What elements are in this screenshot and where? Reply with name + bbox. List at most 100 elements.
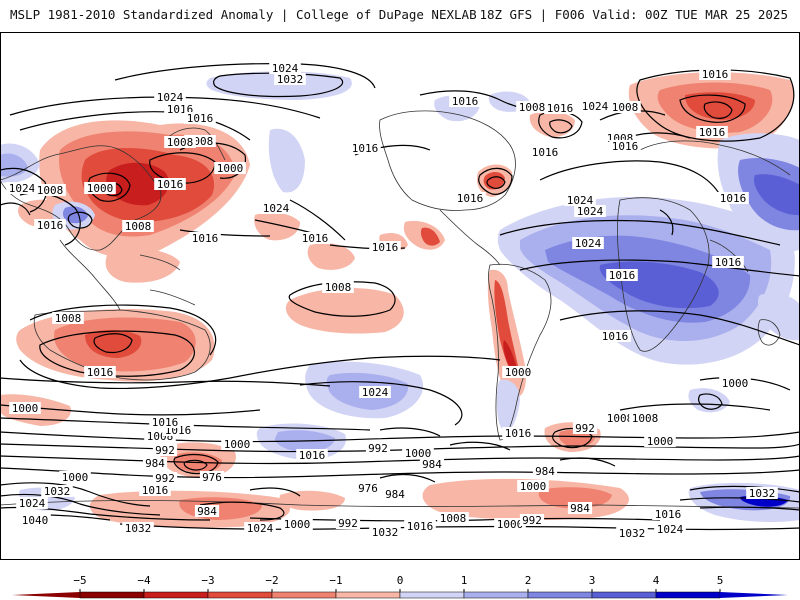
isobar-label-bg [606, 269, 638, 281]
isobar-label-bg [199, 471, 225, 483]
colorbar-extend-low [12, 592, 80, 598]
isobar-label-bg [599, 330, 631, 342]
isobar-label: 1016 [602, 330, 629, 343]
isobar-label: 1016 [302, 232, 329, 245]
isobar-label: 1016 [715, 256, 742, 269]
colorbar-tick-label: 5 [717, 574, 724, 587]
isobar [0, 417, 371, 431]
colorbar-cell [527, 591, 593, 599]
coastline [616, 197, 710, 352]
isobar-label-bg [260, 202, 292, 214]
isobar-label-bg [299, 232, 331, 244]
anomaly-region [753, 174, 800, 216]
isobar-label-bg [449, 95, 481, 107]
isobar-label: 1016 [702, 68, 729, 81]
isobar-label-bg [139, 484, 171, 496]
model-run-info: 18Z GFS | F006 Valid: 00Z TUE MAR 25 202… [479, 7, 788, 22]
coastline [164, 127, 226, 161]
isobar-label-bg [274, 73, 306, 85]
isobar [679, 94, 746, 123]
isobar-label-bg [194, 505, 220, 517]
isobar-label: 1024 [263, 202, 290, 215]
colorbar: −5 −4 −3 −2 −1 0 1 2 3 4 5 [12, 574, 788, 599]
isobar-label: 1024 [657, 523, 684, 536]
isobar-label: 1024 [577, 205, 604, 218]
isobar-label: 1000 [12, 402, 39, 415]
isobar-label-bg [572, 422, 598, 434]
isobar-label: 1008 [440, 512, 467, 525]
isobar-label-bg [365, 442, 391, 454]
isobar-label: 1008 [37, 184, 64, 197]
coastline [639, 140, 791, 176]
isobar-label-bg [574, 205, 606, 217]
isobar-label-bg [41, 485, 73, 497]
isobar [559, 457, 616, 467]
isobar-label-bg [9, 402, 41, 414]
isobar [119, 523, 800, 531]
isobar-label-bg [502, 366, 534, 378]
isobar-label: 1016 [407, 520, 434, 533]
isobar-label: 1000 [87, 182, 114, 195]
isobar-label: 1016 [457, 192, 484, 205]
isobar-label: 1016 [699, 126, 726, 139]
isobar-label-bg [544, 102, 576, 114]
anomaly-region [285, 288, 404, 334]
isobar [689, 485, 800, 493]
isobar-label: 992 [575, 422, 595, 435]
isobar [679, 497, 800, 503]
isobar-label: 1032 [125, 522, 152, 535]
colorbar-cell [79, 591, 145, 599]
coastline [149, 289, 196, 306]
isobar-label-bg [717, 192, 749, 204]
isobar-label-bg [516, 101, 548, 113]
anomaly-region [538, 487, 612, 509]
coastline [33, 309, 211, 381]
isobar-label: 1000 [647, 435, 674, 448]
isobar-label-bg [221, 438, 253, 450]
isobar-label: 1016 [87, 366, 114, 379]
isobar-label-bg [696, 126, 728, 138]
isobar [29, 304, 217, 356]
isobar-label: 1008 [632, 412, 659, 425]
isobar [659, 209, 674, 236]
isobar [249, 517, 661, 522]
isobar-label: 984 [197, 505, 217, 518]
isobar-label-bg [712, 256, 744, 268]
colorbar-cell [591, 591, 657, 599]
isobar-label: 1024 [582, 100, 609, 113]
isobar-label-bg [644, 435, 676, 447]
isobar-label-bg [359, 386, 391, 398]
isobar [478, 167, 513, 195]
colorbar-extend-high [720, 592, 788, 598]
anomaly-region [420, 227, 440, 246]
isobar [149, 152, 216, 184]
isobar [19, 355, 501, 390]
isobar-label-bg [564, 194, 596, 206]
isobar-label-bg [572, 237, 604, 249]
isobar [0, 493, 161, 516]
isobar-label-bg [52, 312, 84, 324]
isobar-label: 1000 [520, 480, 547, 493]
isobar-label: 1000 [722, 377, 749, 390]
isobar-label: 1016 [609, 269, 636, 282]
isobar-label-bg [369, 526, 401, 538]
isobar-label-bg [122, 522, 154, 534]
isobar-label-bg [281, 518, 313, 530]
anomaly-region [685, 92, 755, 120]
isobar-label: 984 [385, 488, 405, 501]
isobar [0, 482, 151, 507]
isobar-label-bg [419, 458, 445, 470]
isobar-label: 1016 [505, 427, 532, 440]
colorbar-cell [271, 591, 337, 599]
isobar-label: 1008 [125, 220, 152, 233]
colorbar-tick-label: 2 [525, 574, 532, 587]
isobar [379, 427, 441, 437]
isobar-label: 992 [338, 517, 358, 530]
colorbar-cell [143, 591, 209, 599]
coastline [709, 239, 749, 273]
isobar-label: 984 [145, 457, 165, 470]
anomaly-region [757, 293, 800, 341]
header-bar: MSLP 1981-2010 Standardized Anomaly | Co… [0, 0, 800, 32]
isobar [179, 229, 271, 237]
colorbar-cell [655, 591, 721, 599]
